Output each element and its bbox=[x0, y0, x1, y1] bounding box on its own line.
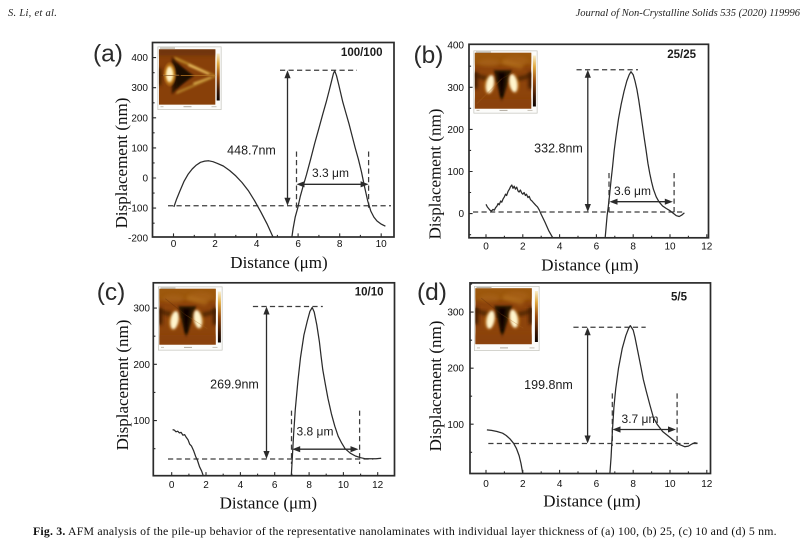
svg-text:4: 4 bbox=[557, 242, 563, 253]
svg-text:200: 200 bbox=[131, 113, 148, 124]
svg-text:199.8nm: 199.8nm bbox=[524, 378, 573, 392]
svg-text:4: 4 bbox=[238, 480, 244, 491]
svg-text:3.7 μm: 3.7 μm bbox=[622, 412, 659, 426]
svg-text:Displacement (nm): Displacement (nm) bbox=[113, 320, 132, 451]
svg-text:269.9nm: 269.9nm bbox=[210, 378, 259, 392]
svg-text:6: 6 bbox=[594, 479, 600, 490]
svg-text:3.8 μm: 3.8 μm bbox=[297, 424, 334, 438]
svg-text:Distance (μm): Distance (μm) bbox=[220, 494, 317, 513]
svg-text:2: 2 bbox=[520, 242, 526, 253]
svg-text:300: 300 bbox=[447, 308, 464, 319]
svg-text:(c): (c) bbox=[97, 279, 126, 306]
svg-text:332.8nm: 332.8nm bbox=[534, 142, 583, 156]
svg-text:100/100: 100/100 bbox=[341, 47, 383, 59]
svg-text:400: 400 bbox=[447, 41, 464, 52]
svg-text:25/25: 25/25 bbox=[667, 49, 696, 61]
svg-text:Displacement (nm): Displacement (nm) bbox=[426, 321, 445, 452]
svg-text:Displacement (nm): Displacement (nm) bbox=[426, 109, 445, 240]
svg-text:5/5: 5/5 bbox=[671, 292, 688, 304]
svg-text:10/10: 10/10 bbox=[355, 287, 384, 299]
svg-text:8: 8 bbox=[306, 480, 312, 491]
svg-text:200: 200 bbox=[447, 364, 464, 375]
svg-text:8: 8 bbox=[630, 479, 636, 490]
svg-text:100: 100 bbox=[447, 420, 464, 431]
svg-text:12: 12 bbox=[701, 242, 713, 253]
svg-text:8: 8 bbox=[630, 242, 636, 253]
svg-text:0: 0 bbox=[458, 209, 464, 220]
svg-text:10: 10 bbox=[376, 239, 388, 250]
svg-text:Displacement (nm): Displacement (nm) bbox=[112, 98, 131, 229]
svg-text:12: 12 bbox=[701, 479, 713, 490]
svg-text:3.3 μm: 3.3 μm bbox=[312, 166, 349, 180]
svg-text:Distance (μm): Distance (μm) bbox=[541, 256, 638, 275]
svg-text:100: 100 bbox=[131, 143, 148, 154]
svg-text:448.7nm: 448.7nm bbox=[227, 144, 276, 158]
svg-text:6: 6 bbox=[594, 242, 600, 253]
svg-text:(b): (b) bbox=[414, 42, 444, 69]
svg-text:4: 4 bbox=[254, 239, 260, 250]
svg-text:400: 400 bbox=[131, 53, 148, 64]
svg-text:10: 10 bbox=[664, 242, 676, 253]
svg-text:0: 0 bbox=[483, 479, 489, 490]
svg-text:Fig. 3. AFM analysis of the pi: Fig. 3. AFM analysis of the pile-up beha… bbox=[33, 524, 777, 538]
svg-text:100: 100 bbox=[133, 416, 150, 427]
svg-text:10: 10 bbox=[338, 480, 350, 491]
svg-text:Distance (μm): Distance (μm) bbox=[230, 253, 327, 272]
svg-text:0: 0 bbox=[483, 242, 489, 253]
svg-text:6: 6 bbox=[295, 239, 301, 250]
svg-text:200: 200 bbox=[133, 360, 150, 371]
svg-text:8: 8 bbox=[337, 239, 343, 250]
svg-text:10: 10 bbox=[664, 479, 676, 490]
svg-text:-100: -100 bbox=[128, 204, 148, 215]
svg-text:(a): (a) bbox=[93, 41, 123, 68]
svg-text:300: 300 bbox=[447, 83, 464, 94]
svg-text:0: 0 bbox=[171, 239, 177, 250]
svg-text:6: 6 bbox=[272, 480, 278, 491]
svg-text:100: 100 bbox=[447, 167, 464, 178]
svg-text:300: 300 bbox=[133, 304, 150, 315]
svg-text:Distance (μm): Distance (μm) bbox=[543, 492, 640, 511]
svg-text:2: 2 bbox=[212, 239, 218, 250]
svg-text:3.6 μm: 3.6 μm bbox=[614, 184, 651, 198]
svg-text:200: 200 bbox=[447, 125, 464, 136]
svg-text:Journal of Non-Crystalline Sol: Journal of Non-Crystalline Solids 535 (2… bbox=[576, 8, 801, 19]
svg-text:-200: -200 bbox=[128, 234, 148, 245]
svg-text:12: 12 bbox=[372, 480, 384, 491]
svg-text:S. Li, et al.: S. Li, et al. bbox=[8, 8, 57, 19]
svg-text:2: 2 bbox=[203, 480, 209, 491]
svg-text:2: 2 bbox=[520, 479, 526, 490]
svg-text:300: 300 bbox=[131, 83, 148, 94]
svg-text:(d): (d) bbox=[417, 279, 447, 306]
svg-text:0: 0 bbox=[169, 480, 175, 491]
svg-text:0: 0 bbox=[142, 174, 148, 185]
svg-text:4: 4 bbox=[557, 479, 563, 490]
